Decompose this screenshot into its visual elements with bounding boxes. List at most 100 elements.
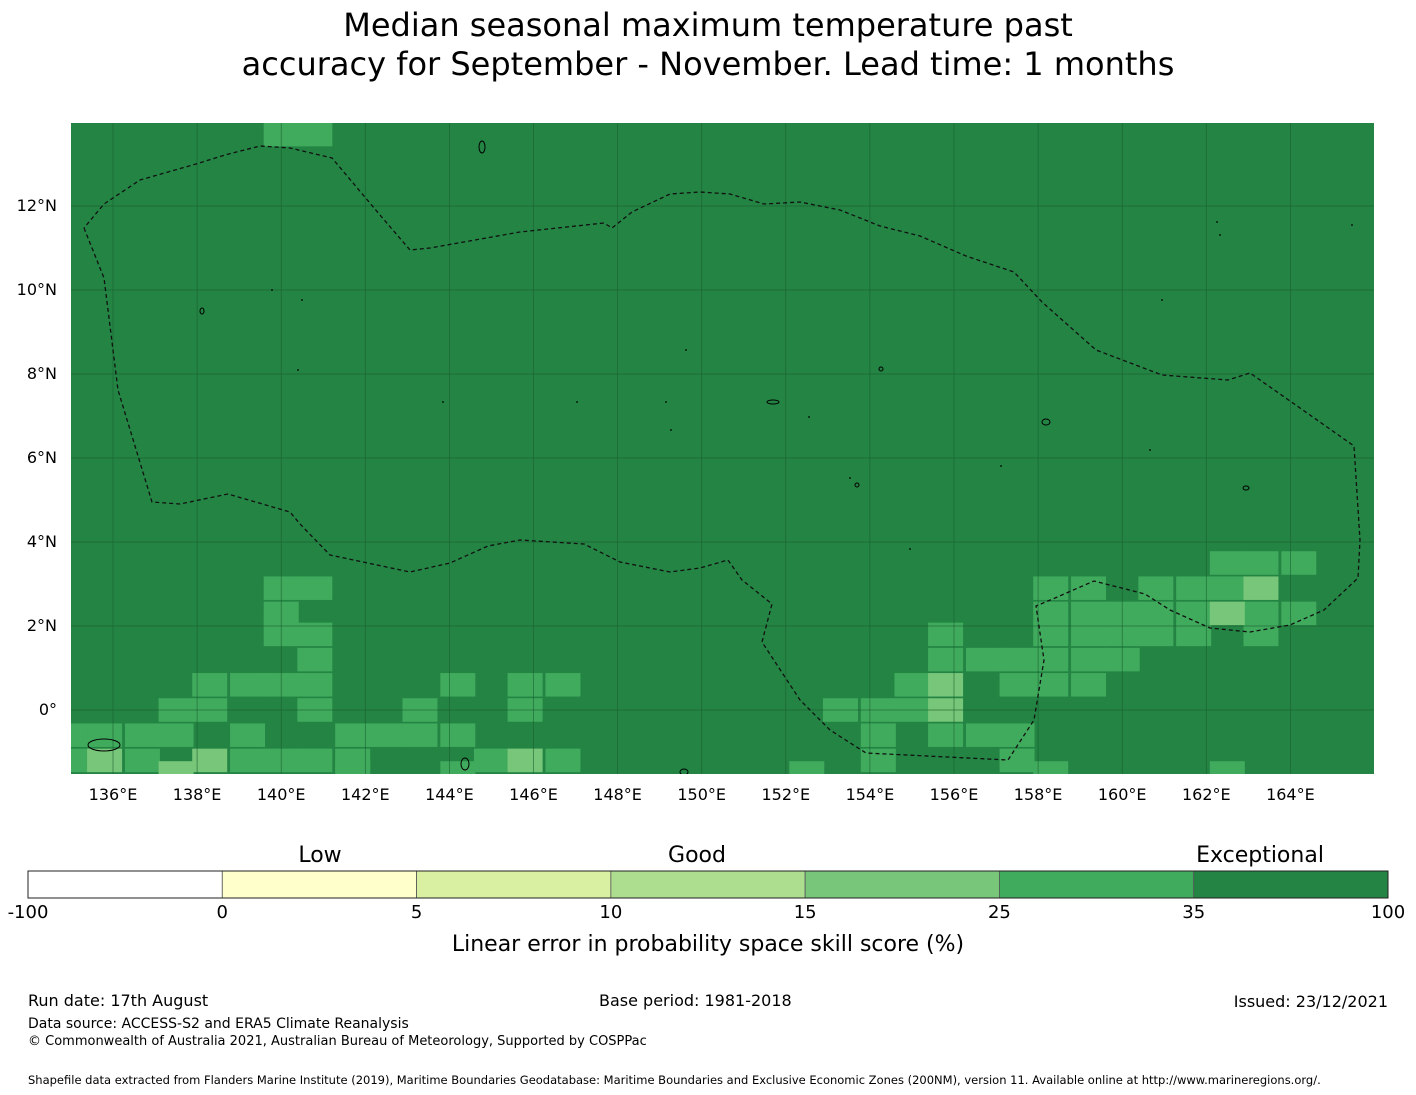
lon-tick-label: 152°E xyxy=(761,785,811,804)
atoll-marker xyxy=(297,369,299,371)
atoll-marker xyxy=(1219,234,1221,236)
skill-cell xyxy=(440,761,476,774)
atoll-marker xyxy=(1216,221,1218,223)
skill-cell xyxy=(1033,761,1069,774)
colorbar-tick-label: 10 xyxy=(599,902,623,923)
skill-cell xyxy=(1071,601,1107,626)
skill-cell xyxy=(928,673,964,697)
skill-cell xyxy=(1138,601,1174,626)
skill-cell xyxy=(545,748,581,773)
skill-cell xyxy=(1071,673,1107,697)
skill-cell xyxy=(965,723,1001,747)
skill-cell xyxy=(1243,622,1279,647)
lon-tick-label: 164°E xyxy=(1266,785,1315,804)
skill-cell xyxy=(1033,576,1069,600)
island-coastline xyxy=(1242,485,1250,491)
colorbar-title: Linear error in probability space skill … xyxy=(451,932,965,957)
colorbar-bin xyxy=(221,870,417,899)
colorbar-bin xyxy=(27,870,223,899)
colorbar-bin xyxy=(610,870,806,899)
skill-cell xyxy=(335,761,371,774)
skill-cell xyxy=(999,647,1035,672)
skill-cell xyxy=(1138,576,1174,600)
skill-cell xyxy=(1033,647,1069,672)
skill-cell xyxy=(1176,622,1212,647)
island-coastline xyxy=(199,307,205,315)
skill-cell xyxy=(1209,761,1245,774)
colorbar-bin xyxy=(999,870,1195,899)
title-line-2: accuracy for September - November. Lead … xyxy=(241,45,1175,83)
island-coastline xyxy=(87,738,121,752)
run-date: Run date: 17th August xyxy=(28,991,209,1010)
colorbar-tick-label: -100 xyxy=(7,902,49,923)
lon-tick-label: 158°E xyxy=(1013,785,1063,804)
issued-date: Issued: 23/12/2021 xyxy=(1233,992,1388,1011)
skill-cell xyxy=(158,761,194,774)
lon-tick-label: 162°E xyxy=(1181,785,1231,804)
skill-cell xyxy=(860,723,896,747)
lat-tick-label: 10°N xyxy=(16,280,57,299)
skill-cell xyxy=(71,723,89,747)
atoll-marker xyxy=(665,401,667,403)
lon-tick-label: 138°E xyxy=(172,785,222,804)
island-coastline xyxy=(854,482,860,488)
colorbar-tick-label: 35 xyxy=(1182,902,1206,923)
lon-tick-label: 148°E xyxy=(593,785,642,804)
skill-cell xyxy=(368,723,404,747)
lat-tick-label: 0° xyxy=(38,700,57,719)
colorbar-bin xyxy=(416,870,612,899)
skill-cell xyxy=(124,723,160,747)
skill-cell xyxy=(297,576,333,600)
lon-tick-label: 146°E xyxy=(509,785,558,804)
atoll-marker xyxy=(1351,224,1353,226)
skill-cell xyxy=(1209,576,1245,600)
skill-cell xyxy=(11,551,46,575)
skill-cell xyxy=(1071,647,1107,672)
skill-cell xyxy=(1243,576,1279,600)
skill-cell xyxy=(1071,622,1107,647)
island-coastline xyxy=(460,757,470,771)
atoll-marker xyxy=(576,401,578,403)
lon-tick-label: 154°E xyxy=(845,785,895,804)
lat-tick-label: 2°N xyxy=(26,616,57,635)
skill-cell xyxy=(297,748,333,773)
skill-cell xyxy=(1033,673,1069,697)
title-line-1: Median seasonal maximum temperature past xyxy=(343,6,1073,44)
colorbar-tick-label: 0 xyxy=(216,902,228,923)
copyright: © Commonwealth of Australia 2021, Austra… xyxy=(28,1034,647,1049)
skill-cell xyxy=(230,673,266,697)
skill-cell xyxy=(1033,622,1069,647)
colorbar-tick-label: 25 xyxy=(987,902,1011,923)
skill-cell xyxy=(965,647,1001,672)
skill-cell xyxy=(158,723,194,747)
skill-cell xyxy=(297,123,333,147)
skill-cell xyxy=(230,723,266,747)
colorbar-bin xyxy=(804,870,1000,899)
skill-cell xyxy=(230,748,266,773)
atoll-marker xyxy=(301,299,303,301)
atoll-marker xyxy=(1000,465,1002,467)
atoll-marker xyxy=(1161,299,1163,301)
skill-cell xyxy=(1209,551,1245,575)
map-area xyxy=(11,123,1374,774)
island-coastline xyxy=(679,768,689,774)
colorbar-tick-label: 5 xyxy=(410,902,423,923)
atoll-marker xyxy=(685,349,687,351)
eez-boundary xyxy=(83,145,1361,761)
lon-tick-label: 142°E xyxy=(340,785,390,804)
lat-tick-label: 12°N xyxy=(16,196,57,215)
skill-cell xyxy=(999,723,1035,747)
skill-cell xyxy=(192,748,228,773)
atoll-marker xyxy=(670,429,672,431)
skill-cell xyxy=(473,748,509,773)
atoll-marker xyxy=(271,289,273,291)
lat-tick-label: 4°N xyxy=(26,532,57,551)
skill-cell xyxy=(71,748,89,773)
lat-tick-label: 8°N xyxy=(26,364,57,383)
skill-cell xyxy=(1209,601,1245,626)
atoll-marker xyxy=(442,401,444,403)
skill-cell xyxy=(124,748,160,773)
skill-cell xyxy=(999,673,1035,697)
skill-cell xyxy=(335,723,371,747)
